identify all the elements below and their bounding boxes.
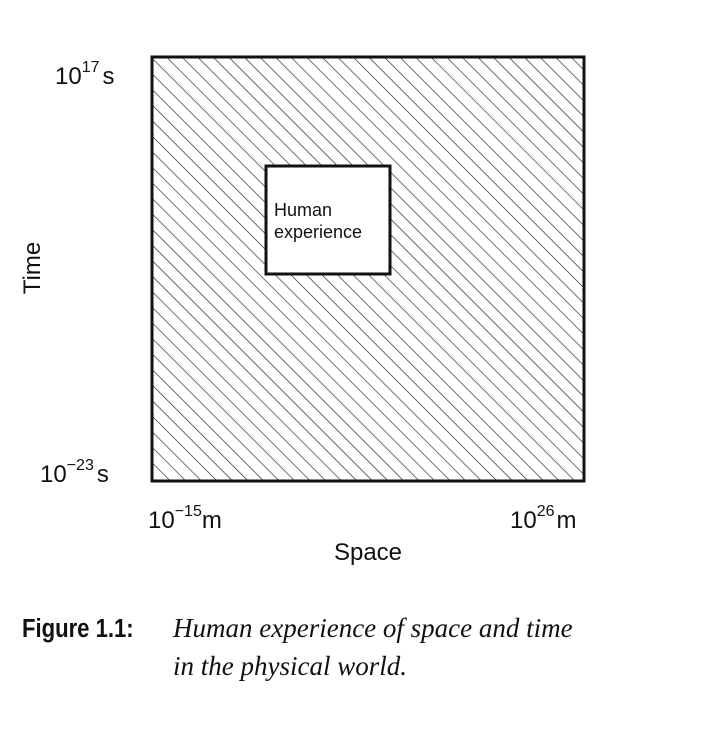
label-part: −23 [67,457,94,474]
y-top-label: 1017 s [55,59,115,90]
label-part: 17 [82,59,100,76]
label-part: 26 [537,503,555,520]
x-axis-title: Space [334,539,402,566]
x-left-label: 10−15m [148,503,222,534]
box-label: Human [274,200,332,220]
y-axis-title: Time [19,242,46,294]
label-part: m [557,507,577,534]
human-experience-box [264,164,392,276]
label-part: 10 [40,461,67,488]
caption-text: in the physical world. [173,651,407,681]
label-part: s [97,461,109,488]
x-right-label: 1026m [510,503,577,534]
label-part: −15 [175,503,202,520]
caption-text: Human experience of space and time [172,613,573,643]
label-part: 10 [148,507,175,534]
label-part: 10 [510,507,537,534]
box-label: experience [274,222,362,242]
label-part: 10 [55,63,82,90]
label-part: s [103,63,115,90]
caption-label: Figure 1.1: [22,614,134,643]
label-part: m [202,507,222,534]
y-bottom-label: 10−23 s [40,457,109,488]
